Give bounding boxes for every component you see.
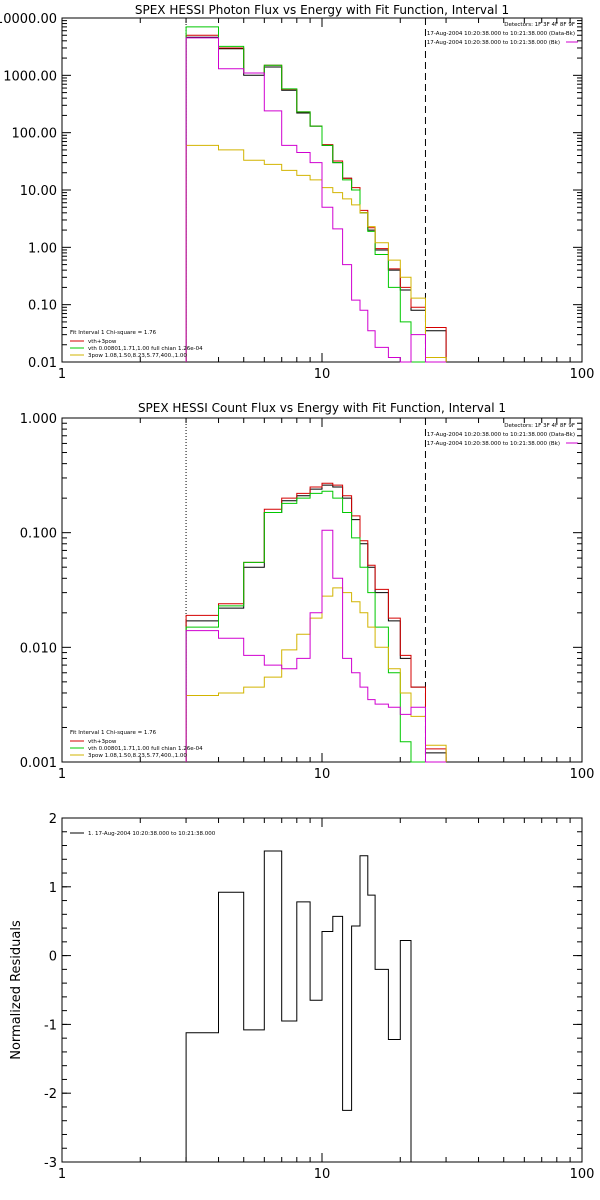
chart-title: SPEX HESSI Photon Flux vs Energy with Fi… — [135, 3, 509, 17]
x-tick-label: 1 — [58, 1167, 66, 1182]
y-tick-label: 0.001 — [20, 756, 57, 771]
legend-top-right: Detectors: 1F 3F 4F 8F 9F 17-Aug-2004 10… — [427, 423, 578, 447]
legend-top-left: 1. 17-Aug-2004 10:20:38.000 to 10:21:38.… — [70, 831, 216, 837]
count-flux-panel: SPEX HESSI Count Flux vs Energy with Fit… — [20, 401, 595, 782]
reference-lines — [185, 18, 426, 362]
axis-ticks: 1 10 100 0.01 0.10 1.00 10.00 100.00 1000.00 1000… — [0, 12, 594, 382]
legend-bottom-left: Fit Interval 1 Chi-square = 1.76 vth+3po… — [70, 330, 203, 359]
series-total — [185, 482, 447, 762]
x-tick-label: 1 — [58, 767, 66, 782]
y-tick-label: 1.000 — [20, 412, 57, 427]
series-layer — [185, 850, 412, 1162]
y-tick-label: 2 — [49, 812, 57, 827]
series-powerlaw — [185, 144, 447, 362]
legend-data-interval: 17-Aug-2004 10:20:38.000 to 10:21:38.000… — [427, 31, 575, 37]
y-tick-label: 1 — [49, 881, 57, 896]
y-tick-label: -3 — [44, 1156, 57, 1171]
legend-residual: 1. 17-Aug-2004 10:20:38.000 to 10:21:38.… — [88, 831, 216, 837]
y-tick-label: 0.100 — [20, 527, 57, 542]
series-powerlaw — [185, 587, 447, 762]
y-tick-label: 0 — [49, 950, 57, 965]
y-tick-label: 1000.00 — [3, 69, 57, 84]
series-data — [185, 484, 447, 762]
chart-title: SPEX HESSI Count Flux vs Energy with Fit… — [138, 401, 506, 415]
y-tick-label: -1 — [44, 1018, 57, 1033]
y-tick-label: 0.10 — [28, 299, 57, 314]
legend-data-interval: 17-Aug-2004 10:20:38.000 to 10:21:38.000… — [427, 432, 575, 438]
y-axis-label: Normalized Residuals — [9, 920, 24, 1060]
y-tick-label: 0.010 — [20, 641, 57, 656]
y-tick-label: 100.00 — [12, 127, 58, 142]
legend-fit-line: Fit Interval 1 Chi-square = 1.76 — [70, 330, 157, 336]
legend-detectors: Detectors: 1F 3F 4F 8F 9F — [504, 22, 575, 28]
series-background — [185, 37, 447, 363]
legend-3pow: 3pow 1.08,1.50,8.23,5.77,400.,1.00 — [88, 753, 187, 759]
reference-lines — [185, 418, 426, 762]
series-residuals — [185, 850, 412, 1162]
series-layer — [185, 482, 447, 763]
axis-ticks: 1 10 100 0.001 0.010 0.100 1.000 — [20, 412, 595, 782]
legend-bk-interval: 17-Aug-2004 10:20:38.000 to 10:21:38.000… — [427, 441, 560, 447]
axis-ticks: 1 10 100 -3 -2 -1 0 1 2 — [44, 812, 594, 1182]
series-layer — [185, 26, 447, 363]
y-tick-label: 1.00 — [28, 241, 57, 256]
x-tick-label: 100 — [570, 767, 595, 782]
series-background — [185, 529, 447, 763]
legend-detectors: Detectors: 1F 3F 4F 8F 9F — [504, 423, 575, 429]
y-tick-label: 10000.00 — [0, 12, 57, 27]
legend-total: vth+3pow — [88, 339, 117, 345]
legend-bk-interval: 17-Aug-2004 10:20:38.000 to 10:21:38.000… — [427, 40, 560, 46]
x-tick-label: 100 — [570, 1167, 595, 1182]
y-tick-label: -2 — [44, 1087, 57, 1102]
legend-3pow: 3pow 1.08,1.50,8.23,5.77,400.,1.00 — [88, 353, 187, 359]
residuals-panel: Normalized Residuals 1 10 100 -3 -2 -1 0 1 2 1. … — [9, 812, 594, 1182]
x-tick-label: 10 — [314, 767, 331, 782]
x-tick-label: 100 — [570, 367, 595, 382]
y-tick-label: 10.00 — [20, 184, 57, 199]
x-tick-label: 10 — [314, 1167, 331, 1182]
x-tick-label: 10 — [314, 367, 331, 382]
legend-bottom-left: Fit Interval 1 Chi-square = 1.76 vth+3po… — [70, 730, 203, 759]
y-tick-label: 0.01 — [28, 356, 57, 371]
series-data — [185, 36, 447, 362]
legend-total: vth+3pow — [88, 739, 117, 745]
series-thermal — [185, 26, 447, 363]
photon-flux-panel: SPEX HESSI Photon Flux vs Energy with Fi… — [0, 3, 594, 382]
legend-fit-line: Fit Interval 1 Chi-square = 1.76 — [70, 730, 157, 736]
series-thermal — [185, 490, 447, 763]
series-total — [185, 34, 447, 362]
legend-vth: vth 0.00801,1.71,1.00 full chian 1.26e-0… — [88, 346, 203, 352]
x-tick-label: 1 — [58, 367, 66, 382]
legend-vth: vth 0.00801,1.71,1.00 full chian 1.26e-0… — [88, 746, 203, 752]
legend-top-right: Detectors: 1F 3F 4F 8F 9F 17-Aug-2004 10… — [427, 22, 578, 46]
